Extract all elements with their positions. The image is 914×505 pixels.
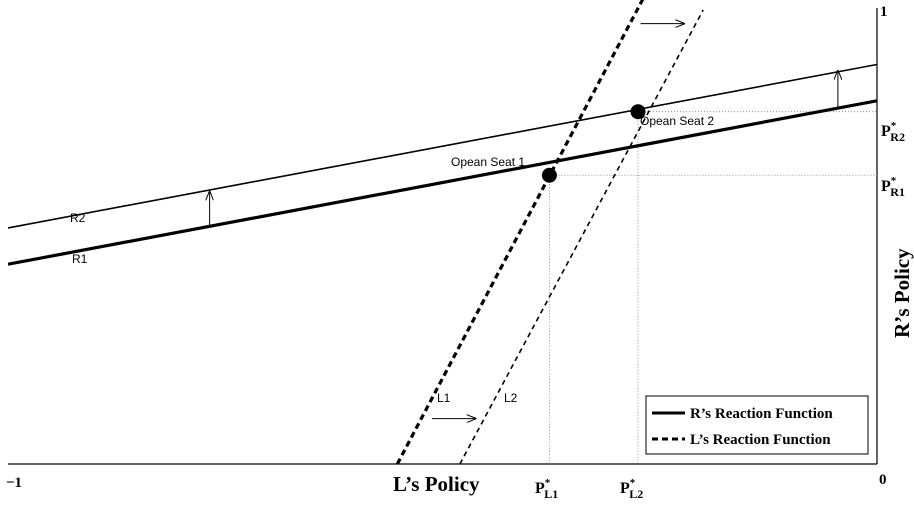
legend-label-l: L’s Reaction Function: [690, 432, 831, 448]
label-pl2: P* L2: [620, 477, 643, 501]
y-tick-max: 1: [880, 4, 888, 20]
label-pr1: P* R1: [881, 175, 905, 199]
label-pl1: P* L1: [535, 477, 558, 501]
series-line-r1: [8, 99, 877, 266]
y-axis-label: R’s Policy: [890, 248, 914, 338]
series-line-r2: [8, 63, 877, 229]
equilibrium-point-1: [541, 167, 557, 183]
series-label-l2: L2: [504, 391, 518, 405]
equilibrium-label-1: Opean Seat 1: [451, 155, 525, 169]
series-label-r1: R1: [72, 252, 88, 266]
equilibrium-point-2: [630, 104, 646, 120]
legend: R’s Reaction Function L’s Reaction Funct…: [645, 395, 869, 455]
legend-box: [645, 395, 869, 455]
series-line-l1: [395, 0, 645, 464]
projection-guides: [548, 111, 877, 464]
reaction-lines: [8, 0, 877, 464]
series-line-l2: [459, 9, 704, 464]
equilibrium-points: [541, 104, 646, 183]
shift-arrows: [210, 24, 838, 419]
series-label-r2: R2: [70, 211, 86, 225]
legend-label-r: R’s Reaction Function: [690, 406, 833, 422]
series-label-l1: L1: [437, 391, 451, 405]
equilibrium-label-2: Opean Seat 2: [640, 114, 714, 128]
x-tick-min: −1: [6, 475, 22, 491]
label-pr2: P* R2: [881, 120, 905, 144]
x-axis-label: L’s Policy: [393, 472, 480, 496]
x-tick-max: 0: [879, 472, 887, 488]
